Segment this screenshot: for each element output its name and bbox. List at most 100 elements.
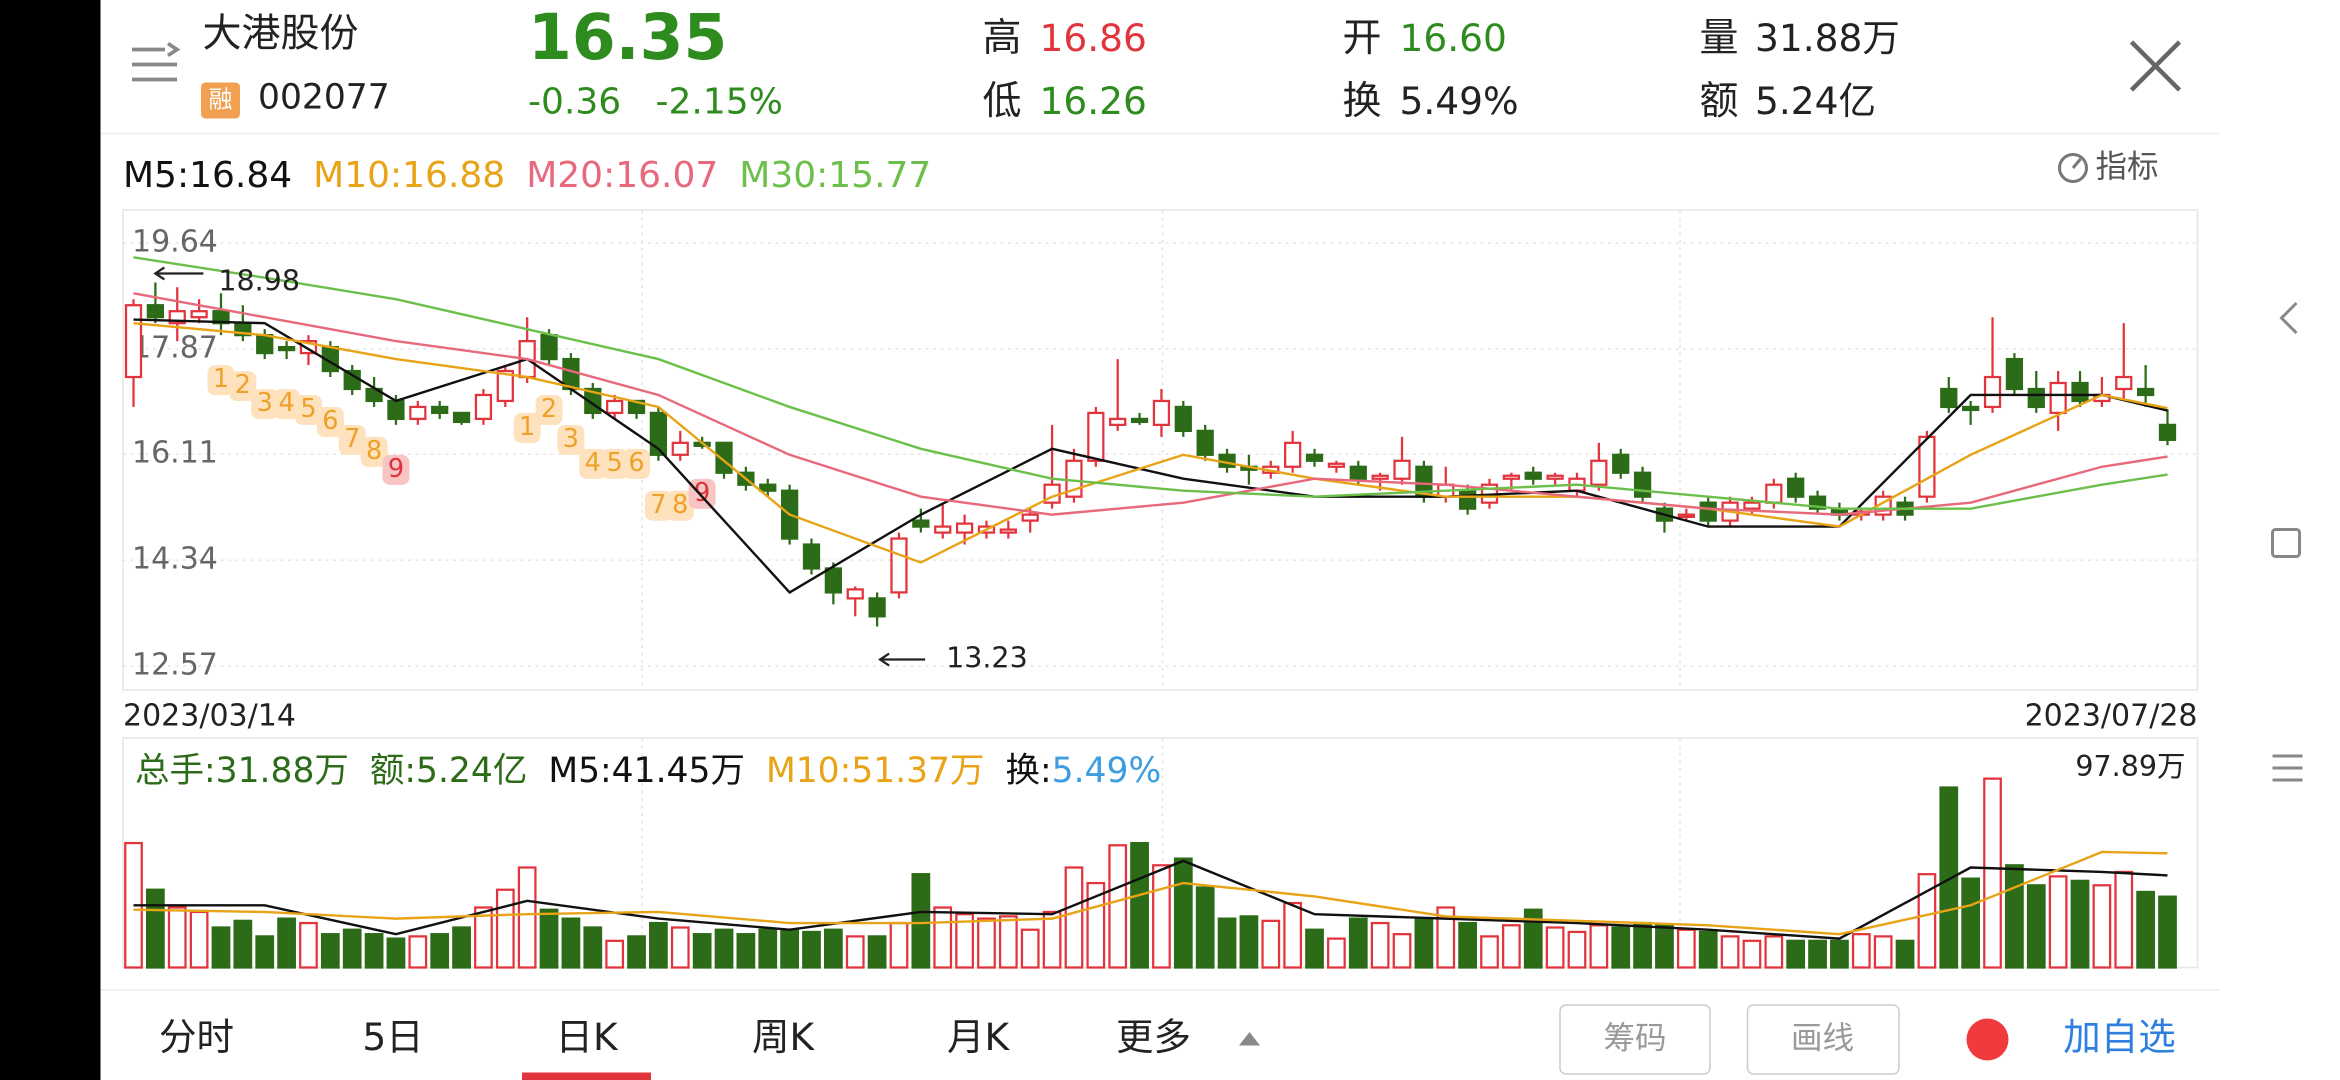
volume-bar: [1720, 935, 1740, 969]
candle-body: [452, 411, 471, 424]
volume-bar: [1808, 939, 1827, 969]
candle-body: [1962, 405, 1980, 412]
tab-label: 周K: [752, 1015, 815, 1059]
volume-bar: [1611, 926, 1631, 969]
volume-bar: [1020, 928, 1040, 969]
indicator-button[interactable]: 指标: [2058, 149, 2159, 185]
candle-body: [190, 310, 208, 319]
volume-legend: 5.49%: [1052, 751, 1162, 791]
volume-bar: [2136, 890, 2156, 969]
volume-bar: [692, 933, 712, 969]
volume-bar: [167, 906, 187, 969]
volume-bar: [364, 933, 384, 969]
ma-line: [133, 318, 2168, 594]
volume-bar: [1523, 908, 1543, 969]
volume-bar: [1458, 921, 1478, 969]
stat-value: 31.88万: [1755, 16, 1900, 60]
back-icon[interactable]: [2279, 301, 2298, 335]
tab[interactable]: 5日: [362, 1015, 423, 1059]
volume-bar: [1195, 886, 1215, 969]
candle-body: [256, 334, 274, 355]
candle-body: [409, 405, 427, 421]
td-badge: [273, 389, 301, 420]
stat-label: 额: [1700, 79, 1739, 124]
td-count: 1: [519, 412, 535, 442]
td-count: 6: [628, 448, 644, 478]
change: -0.36: [528, 82, 621, 123]
tab-label: 月K: [947, 1015, 1010, 1059]
candle-body: [2115, 375, 2133, 391]
side-panel: [2220, 0, 2340, 1080]
stat-label: 开: [1343, 16, 1382, 61]
td-count: 4: [585, 448, 601, 478]
volume-bar: [1851, 933, 1871, 969]
volume-bar: [342, 928, 362, 969]
td-count: 7: [650, 490, 666, 520]
volume-bar: [1283, 901, 1303, 969]
menu-icon[interactable]: [132, 41, 181, 82]
add-watchlist[interactable]: 加自选: [2063, 1015, 2176, 1059]
candle-body: [1633, 471, 1652, 498]
volume-bar: [277, 917, 296, 969]
volume-bar: [1698, 930, 1718, 969]
volume-legend: M5:41.45万: [548, 751, 745, 791]
candle-body: [1349, 465, 1367, 480]
candle-body: [496, 369, 514, 403]
candle-body: [1546, 474, 1564, 480]
volume-bar: [1261, 919, 1281, 969]
volume-bar: [1173, 857, 1193, 969]
tab[interactable]: 周K: [752, 1015, 815, 1059]
candle-body: [1524, 471, 1542, 480]
price-frame: [122, 209, 2199, 691]
volume-bar: [605, 939, 625, 969]
home-icon[interactable]: [2271, 528, 2301, 558]
td-badge: [360, 436, 388, 467]
change-pct: -2.15%: [656, 82, 783, 123]
recent-icon[interactable]: [2272, 754, 2303, 782]
button[interactable]: 筹码: [1559, 1004, 1711, 1075]
volume-bar: [1327, 937, 1346, 969]
volume-bar: [867, 935, 887, 969]
tab[interactable]: 日K: [555, 1015, 618, 1059]
td-badge: [251, 389, 279, 420]
volume-bar: [1961, 877, 1981, 969]
volume-bar: [714, 928, 734, 969]
tab[interactable]: 分时: [159, 1015, 234, 1059]
td-badge: [644, 490, 672, 521]
close-button[interactable]: [2129, 40, 2182, 92]
tab[interactable]: 月K: [947, 1015, 1010, 1059]
stat-value: 16.60: [1400, 16, 1507, 60]
candle-body: [1284, 441, 1302, 468]
volume-bar: [1895, 939, 1915, 969]
candle-body: [1677, 513, 1695, 519]
volume-ma-line: [133, 859, 2168, 940]
volume-bar: [1545, 926, 1565, 969]
volume-bar: [408, 935, 428, 969]
stock-name: 大港股份: [203, 12, 359, 57]
candle-body: [1808, 495, 1827, 510]
td-badge: [316, 407, 344, 438]
volume-tick-label: 97.89万: [2075, 750, 2185, 783]
candle-body: [1612, 453, 1630, 474]
candle-body: [1196, 429, 1214, 456]
td-badge: [688, 478, 716, 509]
tab[interactable]: 更多: [1116, 1015, 1260, 1059]
volume-bar: [802, 930, 821, 969]
vertical-grid: [641, 210, 1681, 968]
volume-bar: [955, 913, 974, 969]
td-count: 4: [278, 388, 294, 418]
candle-body: [912, 519, 930, 528]
stat-label: 量: [1700, 16, 1739, 61]
volume-bar: [1392, 933, 1412, 969]
candle-body: [540, 334, 558, 361]
button[interactable]: 画线: [1746, 1004, 1900, 1075]
td-badge: [623, 448, 651, 479]
candle-body: [606, 399, 624, 415]
volume-bar: [1064, 866, 1084, 969]
candle-body: [2071, 381, 2089, 403]
volume-bar: [495, 888, 515, 969]
td-count: 2: [235, 370, 251, 400]
volume-bar: [889, 921, 909, 969]
candle-body: [1130, 417, 1149, 424]
candle-body: [168, 310, 186, 325]
